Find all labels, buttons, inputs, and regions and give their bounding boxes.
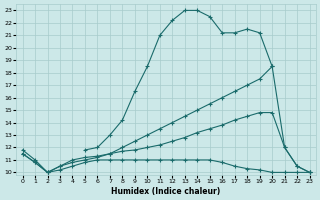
X-axis label: Humidex (Indice chaleur): Humidex (Indice chaleur) [111,187,221,196]
